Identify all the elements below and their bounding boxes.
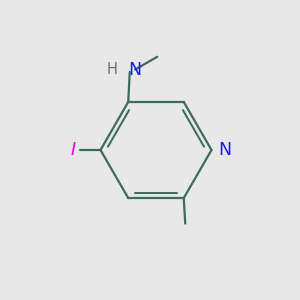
Text: N: N bbox=[128, 61, 141, 80]
Text: N: N bbox=[218, 141, 231, 159]
Text: I: I bbox=[71, 141, 76, 159]
Text: H: H bbox=[106, 62, 117, 77]
